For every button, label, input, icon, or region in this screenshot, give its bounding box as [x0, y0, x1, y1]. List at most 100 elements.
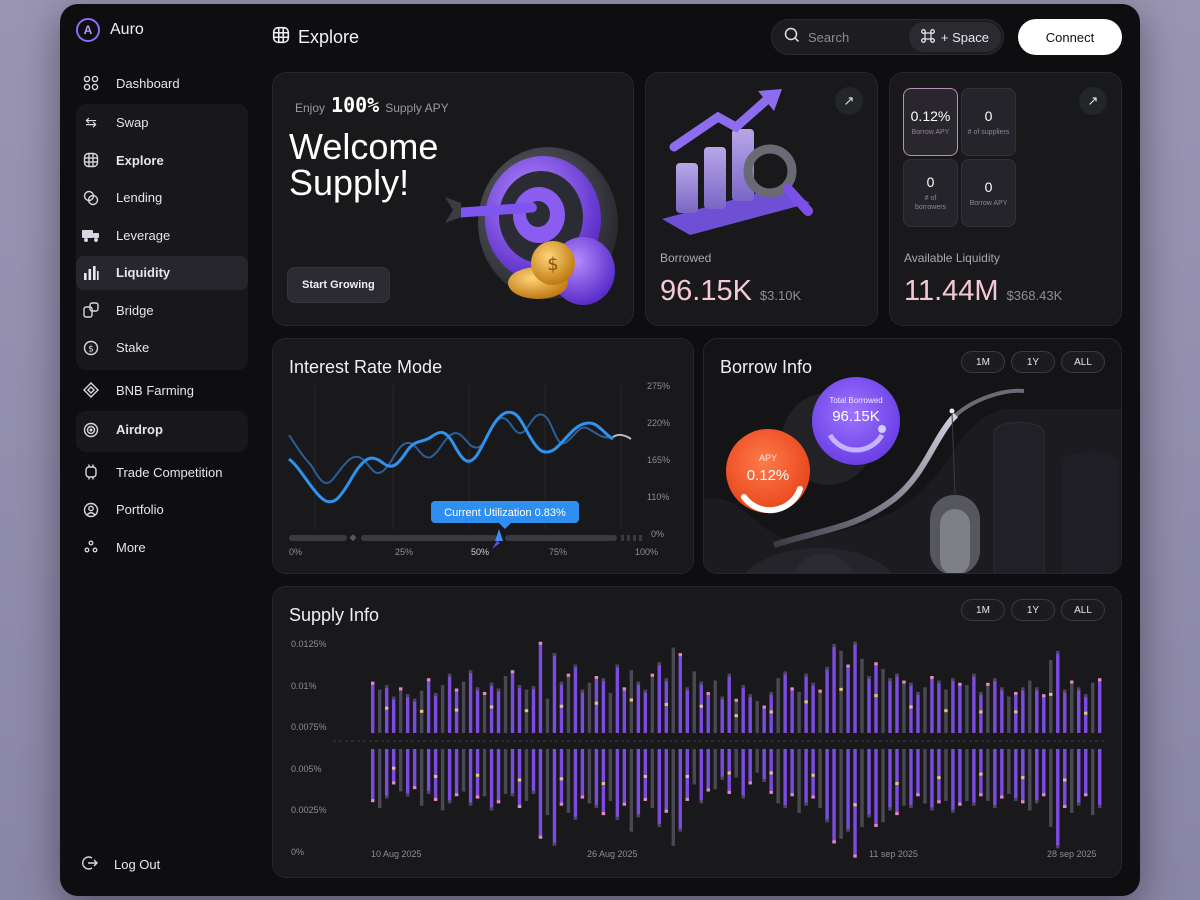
supply-bar-up — [874, 662, 878, 733]
diamond-icon — [82, 381, 100, 399]
supply-bar-up-marker — [559, 704, 564, 708]
search-input[interactable] — [808, 29, 918, 45]
supply-bar-up-cap — [629, 670, 634, 674]
supply-bar-up — [825, 666, 829, 733]
sidebar-item-trade-competition[interactable]: Trade Competition — [76, 455, 248, 489]
logout-button[interactable]: Log Out — [82, 855, 160, 874]
supply-bar-up — [748, 694, 752, 733]
supply-bar-up — [951, 678, 955, 733]
supply-bar-up — [1077, 687, 1081, 733]
supply-bar-down-cap — [1056, 845, 1060, 849]
supply-bar-up — [447, 673, 452, 733]
supply-bar-up-cap — [1070, 680, 1074, 684]
stat-label: # of borrowers — [914, 195, 947, 211]
supply-bar-down — [902, 749, 906, 806]
open-arrow-icon[interactable]: ↗ — [1079, 87, 1107, 115]
supply-bar-up — [650, 673, 655, 733]
supply-bar-up-cap — [454, 688, 459, 692]
supply-bar-down — [685, 749, 689, 801]
sidebar-item-explore[interactable]: Explore — [76, 143, 248, 177]
supply-bar-up — [692, 671, 696, 733]
range-1y-button[interactable]: 1Y — [1011, 351, 1055, 373]
supply-bar-down-cap — [1007, 790, 1011, 794]
range-all-button[interactable]: ALL — [1061, 351, 1105, 373]
supply-bar-up — [573, 664, 578, 733]
supply-bar-up-cap — [1084, 694, 1088, 698]
supply-bar-up-cap — [930, 676, 934, 679]
search-icon — [784, 27, 800, 48]
supply-bar-up — [1091, 682, 1095, 733]
supply-bar-up-cap — [804, 673, 808, 677]
sidebar-item-swap[interactable]: ⇆ Swap — [76, 106, 248, 140]
supply-bar-up — [776, 678, 780, 733]
supply-bar-down — [706, 749, 710, 792]
supply-bar-down — [538, 749, 543, 839]
range-all-button[interactable]: ALL — [1061, 599, 1105, 621]
supply-bar-up-cap — [580, 689, 585, 693]
supply-bar-up — [615, 664, 620, 733]
supply-bar-down — [671, 749, 675, 846]
supply-bar-up-marker — [839, 687, 843, 691]
supply-bar-up — [965, 685, 969, 733]
start-growing-button[interactable]: Start Growing — [287, 267, 390, 303]
supply-bar-up-cap — [783, 671, 787, 675]
sidebar-item-label: Portfolio — [116, 502, 164, 517]
supply-bar-up — [426, 678, 431, 733]
supply-bar-up-cap — [986, 682, 990, 686]
supply-bar-down-cap — [825, 819, 829, 823]
range-1m-button[interactable]: 1M — [961, 351, 1005, 373]
supply-bar-up — [377, 689, 382, 733]
supply-bar-down-cap — [552, 842, 557, 846]
supply-bar-up — [398, 687, 403, 733]
y-axis-ticks: 0.0125% 0.01% 0.0075% 0.005% 0.0025% 0% — [291, 639, 327, 857]
logo[interactable]: A Auro — [76, 18, 144, 42]
welcome-card: Enjoy 100% Supply APY Welcome Supply! St… — [272, 72, 634, 326]
sidebar-item-label: Leverage — [116, 227, 171, 243]
sidebar-item-bnb-farming[interactable]: BNB Farming — [76, 373, 248, 407]
sidebar-item-stake[interactable]: $ Stake — [76, 331, 248, 365]
supply-bar-down — [503, 749, 508, 794]
stat-value: 0 — [984, 107, 993, 124]
supply-bar-down-cap — [762, 779, 766, 783]
supply-bar-up-cap — [1049, 660, 1053, 664]
range-1y-button[interactable]: 1Y — [1011, 599, 1055, 621]
connect-button[interactable]: Connect — [1018, 19, 1122, 55]
supply-bar-down-marker — [517, 778, 522, 782]
globe-icon — [82, 151, 100, 169]
supply-bar-down — [1077, 749, 1081, 806]
supply-bar-down-cap — [405, 793, 410, 797]
shortcut-chip[interactable]: + Space — [908, 22, 1001, 52]
supply-bar-up-cap — [657, 662, 662, 666]
stat-label: Borrow APY — [911, 128, 950, 136]
sidebar-item-lending[interactable]: Lending — [76, 181, 248, 215]
supply-bar-down-cap — [741, 795, 745, 799]
y-tick: 220% — [647, 418, 670, 428]
sidebar-item-leverage[interactable]: Leverage — [76, 218, 248, 252]
supply-bar-up-marker — [734, 714, 738, 718]
supply-bar-down-cap — [748, 781, 752, 785]
supply-bar-down — [1084, 749, 1088, 797]
sidebar-item-airdrop[interactable]: Airdrop — [76, 413, 248, 447]
supply-bar-up-cap — [664, 678, 668, 682]
borrowed-value: 96.15K $3.10K — [660, 275, 801, 308]
borrowed-card: ↗ Borrowed 96.15K $3.10K — [645, 72, 878, 326]
sidebar-item-bridge[interactable]: Bridge — [76, 293, 248, 327]
sidebar-item-dashboard[interactable]: Dashboard — [76, 66, 248, 100]
supply-bar-down-cap — [755, 769, 759, 773]
supply-bar-down — [1028, 749, 1032, 811]
supply-bar-up-cap — [699, 681, 703, 685]
range-1m-button[interactable]: 1M — [961, 599, 1005, 621]
supply-bar-down-marker — [1021, 776, 1025, 780]
supply-bar-down — [1035, 749, 1039, 804]
supply-bar-down — [594, 749, 599, 808]
open-arrow-icon[interactable]: ↗ — [835, 87, 863, 115]
supply-bar-up-cap — [594, 676, 599, 679]
sidebar-item-portfolio[interactable]: Portfolio — [76, 493, 248, 527]
supply-bar-down — [1014, 749, 1018, 801]
supply-bar-up-cap — [692, 671, 696, 675]
sidebar-item-more[interactable]: More — [76, 530, 248, 564]
supply-bar-down — [748, 749, 752, 785]
sidebar-item-liquidity[interactable]: Liquidity — [76, 255, 248, 290]
supply-bar-down-cap — [377, 805, 382, 808]
supply-bar-down-cap — [412, 786, 417, 790]
